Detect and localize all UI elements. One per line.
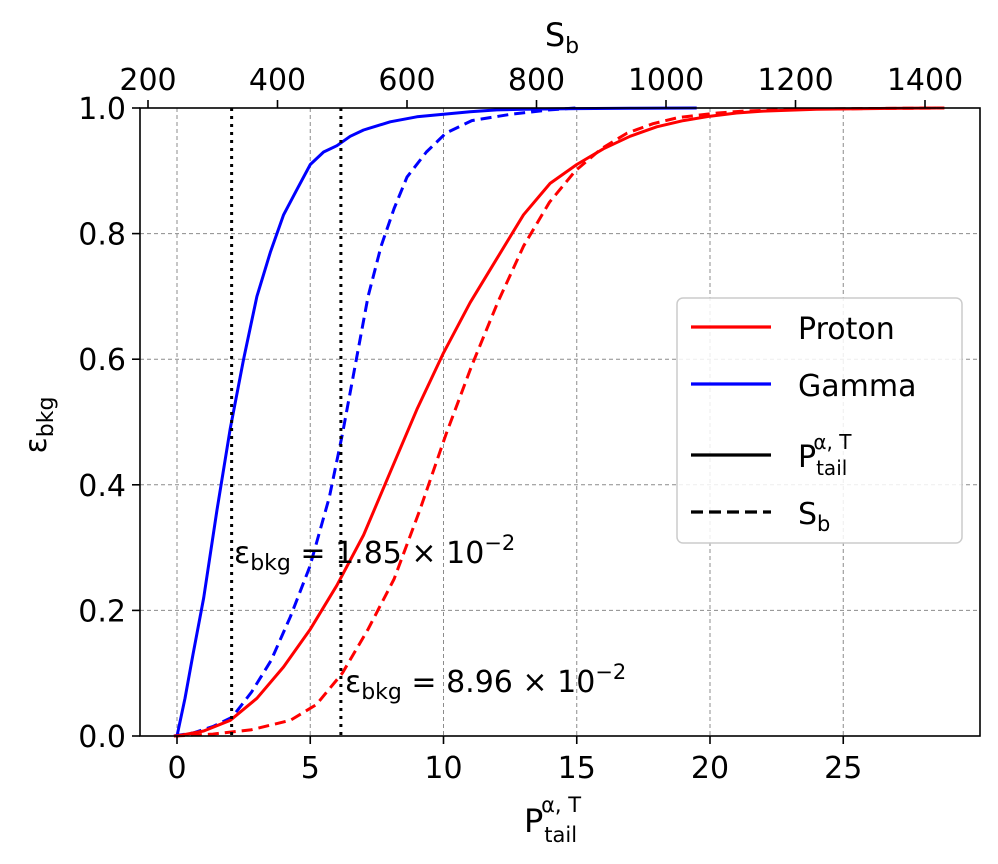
y-tick-label-0.6: 0.6: [78, 343, 126, 378]
y-tick-label-0.2: 0.2: [78, 594, 126, 629]
top-x-tick-label-200: 200: [119, 63, 176, 98]
series-group: [173, 106, 945, 738]
top-x-tick-label-1400: 1400: [887, 63, 963, 98]
x-axis-title: Ptailα, T: [524, 793, 581, 847]
plot-frame: [139, 107, 981, 737]
y-axis-title: εbkg: [19, 397, 59, 454]
top-x-tick-label-800: 800: [508, 63, 565, 98]
x-tick-label-10: 10: [424, 751, 462, 786]
top-x-axis: 200 400 600 800 1000 1200 1400: [119, 63, 963, 108]
x-tick-label-0: 0: [167, 751, 186, 786]
threshold-lines: [230, 108, 343, 736]
legend-label-sb: Sb: [798, 497, 830, 536]
legend-label-proton: Proton: [798, 312, 895, 347]
series-line-proton-s-b: [173, 106, 945, 738]
y-tick-label-0.8: 0.8: [78, 218, 126, 253]
series-line-gamma-s-b: [173, 106, 576, 738]
y-tick-label-0.0: 0.0: [78, 720, 126, 755]
x-tick-label-15: 15: [558, 751, 596, 786]
legend-box: [676, 297, 963, 544]
legend-label-gamma: Gamma: [798, 369, 916, 404]
y-axis: 0.0 0.2 0.4 0.6 0.8 1.0: [78, 92, 140, 755]
annotation-proton-efficiency: εbkg = 8.96 × 10−2: [345, 660, 626, 705]
y-tick-label-0.4: 0.4: [78, 469, 126, 504]
annotation-gamma-efficiency: εbkg = 1.85 × 10−2: [234, 531, 515, 576]
series-line-gamma-p-tail: [175, 106, 697, 737]
top-x-tick-label-400: 400: [249, 63, 306, 98]
y-tick-label-1.0: 1.0: [78, 92, 126, 127]
legend-label-ptail: Ptailα, T: [798, 430, 852, 480]
series-line-proton-p-tail: [176, 106, 937, 738]
x-tick-label-20: 20: [691, 751, 729, 786]
x-tick-label-5: 5: [301, 751, 320, 786]
top-x-tick-label-1200: 1200: [757, 63, 833, 98]
top-x-tick-label-600: 600: [378, 63, 435, 98]
top-x-axis-title: Sb: [545, 16, 579, 59]
x-tick-label-25: 25: [824, 751, 862, 786]
bottom-x-axis: 0 5 10 15 20 25: [167, 736, 862, 786]
legend: Proton Gamma Ptailα, T Sb: [676, 297, 963, 544]
top-x-tick-label-1000: 1000: [628, 63, 704, 98]
